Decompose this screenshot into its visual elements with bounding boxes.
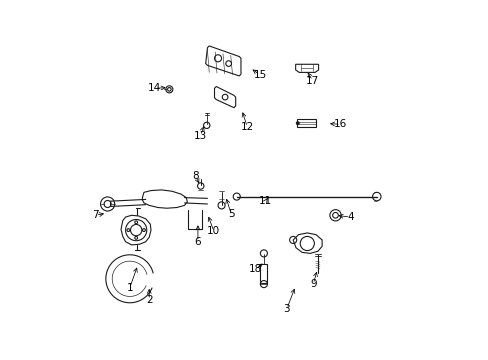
Text: 18: 18 (249, 264, 262, 274)
Text: 12: 12 (240, 122, 253, 132)
Text: 1: 1 (126, 283, 133, 293)
Text: 10: 10 (207, 226, 220, 236)
Text: 6: 6 (194, 237, 201, 247)
Text: 11: 11 (259, 196, 272, 206)
Bar (260, 264, 267, 283)
Text: 2: 2 (145, 295, 152, 305)
Text: 3: 3 (283, 304, 289, 314)
Bar (296, 119, 315, 127)
Text: 5: 5 (227, 208, 234, 219)
Text: 4: 4 (346, 212, 353, 222)
Text: 15: 15 (253, 70, 266, 80)
Text: 8: 8 (192, 171, 199, 181)
Text: 16: 16 (333, 119, 347, 129)
Circle shape (296, 122, 299, 125)
Text: 9: 9 (309, 279, 316, 289)
Text: 13: 13 (193, 131, 206, 141)
Text: 14: 14 (147, 83, 161, 93)
Text: 7: 7 (92, 210, 99, 220)
Text: 17: 17 (305, 76, 319, 86)
